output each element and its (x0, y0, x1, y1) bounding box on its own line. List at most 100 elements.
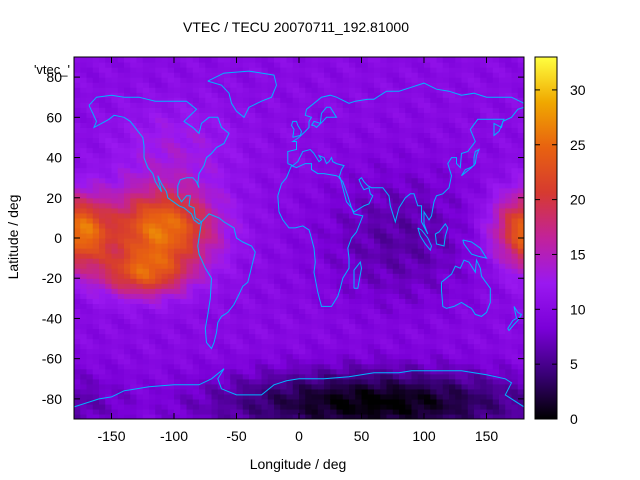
heatmap-cell (292, 57, 300, 63)
heatmap-cell (230, 308, 238, 315)
heatmap-cell (80, 293, 88, 299)
heatmap-cell (199, 358, 206, 365)
heatmap-cell (461, 232, 469, 239)
heatmap-cell (80, 202, 88, 209)
heatmap-cell (136, 187, 144, 194)
heatmap-cell (161, 328, 169, 335)
heatmap-cell (467, 157, 475, 164)
heatmap-cell (392, 358, 400, 365)
heatmap-cell (442, 142, 450, 149)
heatmap-cell (467, 248, 475, 254)
heatmap-cell (199, 278, 206, 284)
heatmap-cell (130, 303, 138, 309)
heatmap-cell (324, 398, 331, 405)
heatmap-cell (217, 157, 225, 164)
heatmap-cell (461, 212, 469, 219)
heatmap-cell (199, 77, 206, 83)
heatmap-cell (355, 353, 363, 360)
heatmap-cell (186, 97, 194, 103)
heatmap-cell (155, 343, 163, 350)
heatmap-cell (330, 212, 338, 219)
heatmap-cell (492, 227, 500, 234)
heatmap-cell (349, 303, 356, 309)
heatmap-cell (311, 303, 319, 309)
heatmap-cell (205, 162, 213, 169)
heatmap-cell (324, 222, 331, 229)
heatmap-cell (342, 217, 350, 224)
heatmap-cell (174, 268, 181, 274)
heatmap-cell (261, 333, 269, 340)
heatmap-cell (167, 393, 175, 400)
heatmap-cell (111, 207, 119, 214)
heatmap-cell (124, 358, 131, 365)
heatmap-cell (405, 408, 413, 415)
heatmap-cell (261, 278, 269, 284)
heatmap-cell (380, 318, 388, 325)
heatmap-cell (292, 388, 300, 395)
heatmap-cell (99, 207, 106, 214)
heatmap-cell (124, 293, 131, 299)
heatmap-cell (349, 82, 356, 88)
heatmap-cell (130, 187, 138, 194)
heatmap-cell (499, 248, 506, 254)
heatmap-cell (399, 177, 406, 184)
heatmap-cell (492, 298, 500, 304)
heatmap-cell (317, 162, 325, 169)
heatmap-cell (474, 303, 481, 309)
heatmap-cell (111, 182, 119, 189)
heatmap-cell (167, 323, 175, 330)
heatmap-cell (480, 268, 488, 274)
heatmap-cell (330, 102, 338, 108)
heatmap-cell (342, 323, 350, 330)
heatmap-cell (392, 227, 400, 234)
heatmap-cell (336, 187, 344, 194)
heatmap-cell (180, 248, 188, 254)
heatmap-cell (305, 368, 313, 375)
heatmap-cell (167, 207, 175, 214)
heatmap-cell (180, 167, 188, 174)
heatmap-cell (230, 413, 238, 419)
heatmap-cell (399, 263, 406, 269)
heatmap-cell (367, 368, 375, 375)
heatmap-cell (349, 338, 356, 345)
heatmap-cell (424, 72, 431, 78)
heatmap-cell (186, 388, 194, 395)
heatmap-cell (267, 248, 275, 254)
heatmap-cell (467, 142, 475, 149)
heatmap-cell (105, 212, 113, 219)
heatmap-cell (280, 117, 288, 123)
heatmap-cell (311, 298, 319, 304)
heatmap-cell (86, 383, 94, 390)
heatmap-cell (80, 363, 88, 370)
heatmap-cell (117, 142, 125, 149)
heatmap-cell (399, 283, 406, 289)
heatmap-cell (117, 202, 125, 209)
heatmap-cell (80, 368, 88, 375)
heatmap-cell (74, 62, 81, 68)
heatmap-cell (399, 112, 406, 118)
heatmap-cell (392, 182, 400, 189)
heatmap-cell (111, 303, 119, 309)
heatmap-cell (155, 77, 163, 83)
heatmap-cell (499, 97, 506, 103)
heatmap-cell (174, 172, 181, 179)
heatmap-cell (386, 358, 394, 365)
heatmap-cell (217, 102, 225, 108)
heatmap-cell (199, 92, 206, 98)
heatmap-cell (380, 283, 388, 289)
heatmap-cell (255, 142, 263, 149)
heatmap-cell (486, 132, 494, 139)
heatmap-cell (299, 177, 306, 184)
heatmap-cell (136, 202, 144, 209)
heatmap-cell (124, 303, 131, 309)
heatmap-cell (361, 308, 369, 315)
heatmap-cell (405, 288, 413, 294)
heatmap-cell (74, 137, 81, 144)
heatmap-cell (361, 393, 369, 400)
heatmap-cell (442, 283, 450, 289)
heatmap-cell (186, 67, 194, 73)
heatmap-cell (474, 348, 481, 355)
heatmap-cell (467, 107, 475, 113)
heatmap-cell (405, 217, 413, 224)
heatmap-cell (480, 398, 488, 405)
